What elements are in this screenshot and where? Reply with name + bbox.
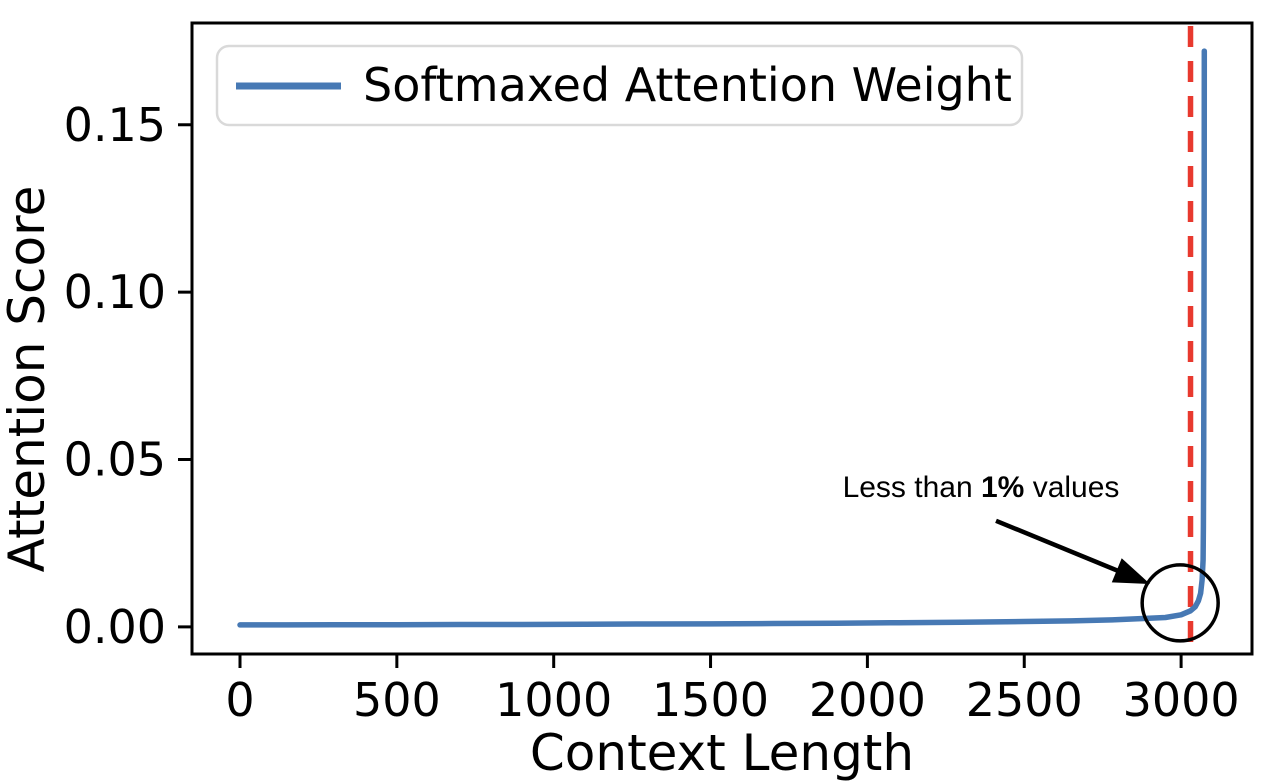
annotation-suffix: values: [1024, 471, 1119, 504]
legend-label: Softmaxed Attention Weight: [363, 58, 1012, 112]
annotation-arrow-shaft: [995, 518, 1124, 575]
x-tick-label: 500: [353, 673, 441, 727]
x-tick-label: 2000: [809, 673, 926, 727]
annotation-text: Less than 1% values: [843, 471, 1120, 504]
attention-weight-line: [237, 48, 1208, 628]
x-tick-label: 3000: [1123, 673, 1240, 727]
y-tick-label: 0.00: [64, 600, 166, 654]
plot-content: 0 500 1000 1500 2000 2500 3000 0.00 0.05 0.10 0.15: [64, 26, 1240, 727]
annotation-bold-value: 1%: [981, 471, 1024, 504]
x-tick-label: 1000: [495, 673, 612, 727]
annotation-arrowhead-icon: [1111, 558, 1150, 584]
x-tick-label: 2500: [966, 673, 1083, 727]
y-tick-label: 0.15: [64, 98, 166, 152]
legend: Softmaxed Attention Weight: [215, 44, 1024, 127]
x-tick-label: 1500: [652, 673, 769, 727]
plot-border: [190, 21, 1254, 656]
y-axis-label: Attention Score: [0, 186, 56, 573]
y-tick-label: 0.05: [64, 433, 166, 487]
x-axis-label: Context Length: [530, 724, 914, 782]
annotation-prefix: Less than: [843, 471, 981, 504]
highlight-circle: [1140, 563, 1220, 643]
y-tick-label: 0.10: [64, 265, 166, 319]
x-tick-label: 0: [225, 673, 254, 727]
legend-box: [215, 44, 1024, 127]
